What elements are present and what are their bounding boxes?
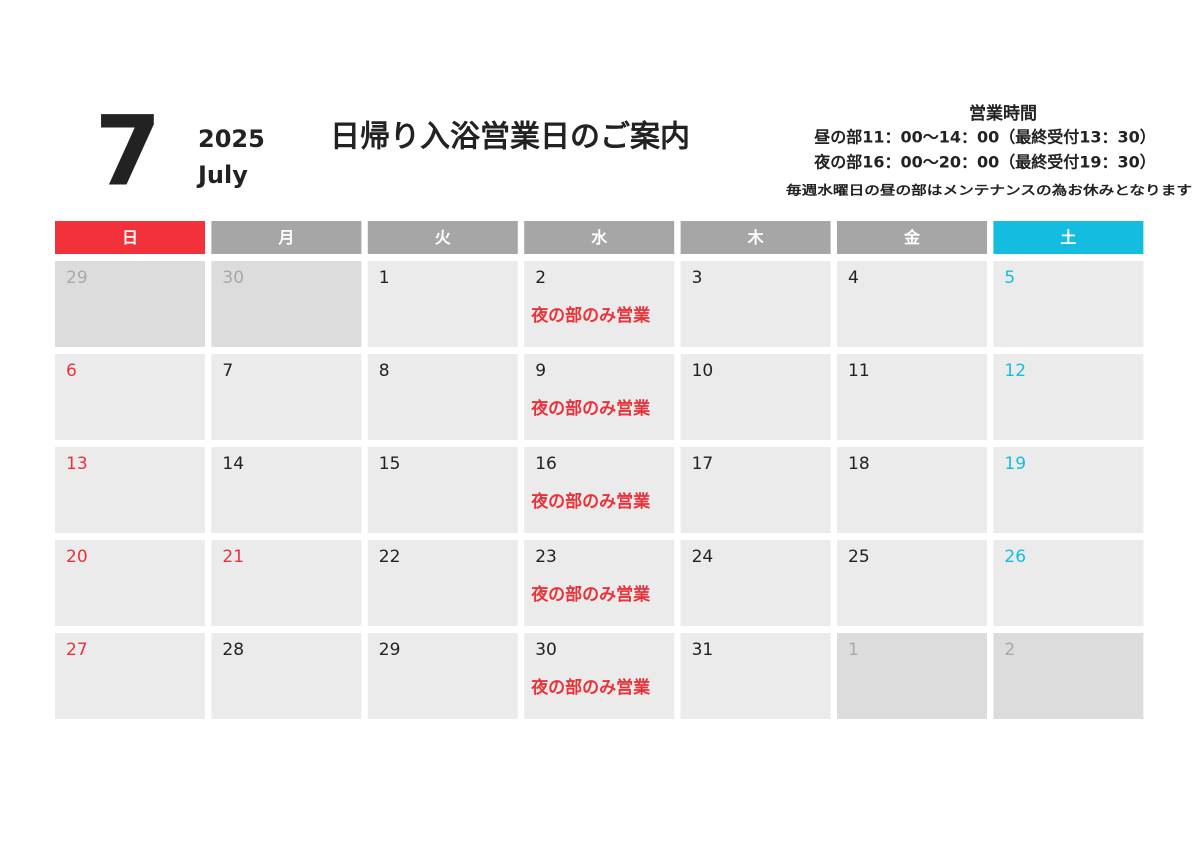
day-number: 23 xyxy=(535,547,557,567)
day-number: 2 xyxy=(535,268,546,288)
weekday-label: 水 xyxy=(591,228,608,247)
weekday-label: 金 xyxy=(903,228,921,247)
day-cell xyxy=(367,633,518,719)
day-cell xyxy=(680,354,831,440)
year: 2025 xyxy=(198,125,265,153)
day-cell xyxy=(993,540,1144,626)
day-number: 1 xyxy=(379,268,390,288)
day-number: 11 xyxy=(848,361,870,381)
day-number: 1 xyxy=(848,640,859,660)
day-cell xyxy=(993,633,1144,719)
weekday-header xyxy=(993,221,1144,254)
day-cell xyxy=(680,261,831,347)
day-cell xyxy=(55,540,205,626)
day-number: 15 xyxy=(379,454,401,474)
month-name: July xyxy=(196,161,248,189)
month-number: 7 xyxy=(95,95,162,207)
day-number: 24 xyxy=(692,547,714,567)
day-cell xyxy=(367,540,518,626)
day-number: 31 xyxy=(692,640,714,660)
day-number: 18 xyxy=(848,454,870,474)
weekday-header xyxy=(524,221,675,254)
day-cell xyxy=(993,447,1144,533)
day-cell xyxy=(211,447,362,533)
day-cell xyxy=(680,447,831,533)
day-cell xyxy=(837,447,987,533)
day-note: 夜の部のみ営業 xyxy=(530,398,650,419)
day-number: 6 xyxy=(66,361,77,381)
day-number: 26 xyxy=(1004,547,1026,567)
day-number: 14 xyxy=(222,454,244,474)
day-cell xyxy=(55,261,205,347)
weekday-label: 月 xyxy=(277,228,294,247)
day-number: 21 xyxy=(222,547,244,567)
day-cell xyxy=(837,354,987,440)
day-cell xyxy=(837,540,987,626)
day-cell xyxy=(837,633,987,719)
hours-line: 昼の部11：00〜14：00（最終受付13：30） xyxy=(813,128,1156,147)
day-cell xyxy=(367,261,518,347)
day-number: 28 xyxy=(222,640,244,660)
day-cell xyxy=(367,447,518,533)
day-cell xyxy=(524,354,675,440)
day-cell xyxy=(55,354,205,440)
weekday-header xyxy=(367,221,518,254)
day-cell xyxy=(993,354,1144,440)
day-number: 2 xyxy=(1004,640,1015,660)
day-number: 9 xyxy=(535,361,546,381)
weekday-label: 火 xyxy=(435,228,452,247)
weekday-header xyxy=(211,221,362,254)
day-cell xyxy=(524,633,675,719)
hours-line: 夜の部16：00〜20：00（最終受付19：30） xyxy=(813,153,1156,172)
day-number: 29 xyxy=(66,268,88,288)
day-number: 16 xyxy=(535,454,557,474)
day-cell xyxy=(367,354,518,440)
day-number: 13 xyxy=(66,454,88,474)
day-cell xyxy=(524,261,675,347)
day-cell xyxy=(211,540,362,626)
day-cell xyxy=(55,447,205,533)
day-note: 夜の部のみ営業 xyxy=(530,305,650,326)
weekday-header xyxy=(55,221,205,254)
day-note: 夜の部のみ営業 xyxy=(530,491,650,512)
title: 日帰り入浴営業日のご案内 xyxy=(330,120,690,155)
day-cell xyxy=(211,354,362,440)
day-number: 10 xyxy=(692,361,714,381)
hours-heading: 営業時間 xyxy=(969,103,1037,124)
day-cell xyxy=(211,633,362,719)
day-number: 25 xyxy=(848,547,870,567)
day-cell xyxy=(680,540,831,626)
day-number: 17 xyxy=(692,454,714,474)
day-number: 30 xyxy=(222,268,244,288)
day-number: 7 xyxy=(222,361,233,381)
weekday-label: 木 xyxy=(747,228,765,247)
day-number: 4 xyxy=(848,268,859,288)
day-number: 12 xyxy=(1004,361,1026,381)
day-number: 22 xyxy=(379,547,401,567)
day-number: 20 xyxy=(66,547,88,567)
day-number: 8 xyxy=(379,361,390,381)
day-note: 夜の部のみ営業 xyxy=(530,584,650,605)
day-cell xyxy=(837,261,987,347)
day-cell xyxy=(524,540,675,626)
weekday-header xyxy=(680,221,831,254)
hours-note: 毎週水曜日の昼の部はメンテナンスの為お休みとなります xyxy=(786,183,1192,198)
day-number: 5 xyxy=(1004,268,1015,288)
weekday-header xyxy=(837,221,987,254)
day-cell xyxy=(993,261,1144,347)
day-cell xyxy=(524,447,675,533)
day-cell xyxy=(211,261,362,347)
day-cell xyxy=(680,633,831,719)
day-number: 3 xyxy=(692,268,703,288)
day-number: 19 xyxy=(1004,454,1026,474)
day-note: 夜の部のみ営業 xyxy=(530,677,650,698)
day-cell xyxy=(55,633,205,719)
day-number: 27 xyxy=(66,640,88,660)
day-number: 29 xyxy=(379,640,401,660)
weekday-label: 土 xyxy=(1060,228,1076,247)
day-number: 30 xyxy=(535,640,557,660)
weekday-label: 日 xyxy=(122,228,138,247)
